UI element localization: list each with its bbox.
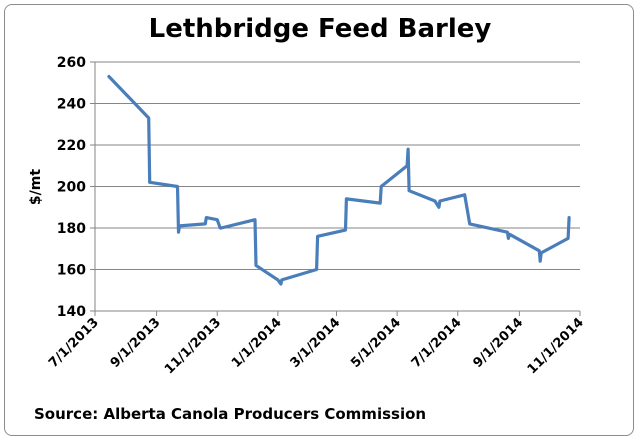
x-tick-label: 9/1/2013 (108, 315, 164, 371)
y-tick-label: 200 (57, 180, 86, 196)
x-tick-label: 5/1/2014 (348, 315, 404, 371)
y-tick-label: 240 (57, 97, 86, 113)
y-axis-ticks: 140 160 180 200 220 240 260 (57, 55, 95, 320)
series-line (107, 74, 571, 286)
gridlines (95, 61, 580, 270)
x-tick-label: 3/1/2014 (288, 315, 344, 371)
chart-title: Lethbridge Feed Barley (148, 14, 492, 44)
x-tick-label: 9/1/2014 (470, 315, 526, 371)
x-tick-label: 11/1/2014 (525, 315, 587, 377)
x-tick-label: 7/1/2014 (409, 315, 465, 371)
y-tick-label: 220 (57, 138, 86, 154)
source-note: Source: Alberta Canola Producers Commiss… (34, 405, 427, 423)
y-tick-label: 180 (57, 221, 86, 237)
y-axis-label: $/mt (28, 169, 44, 205)
y-tick-label: 260 (57, 55, 86, 71)
y-tick-label: 140 (57, 304, 86, 320)
x-tick-label: 1/1/2014 (229, 315, 285, 371)
x-tick-label: 11/1/2013 (162, 315, 224, 377)
y-tick-label: 160 (57, 263, 86, 279)
x-tick-label: 7/1/2013 (46, 315, 102, 371)
